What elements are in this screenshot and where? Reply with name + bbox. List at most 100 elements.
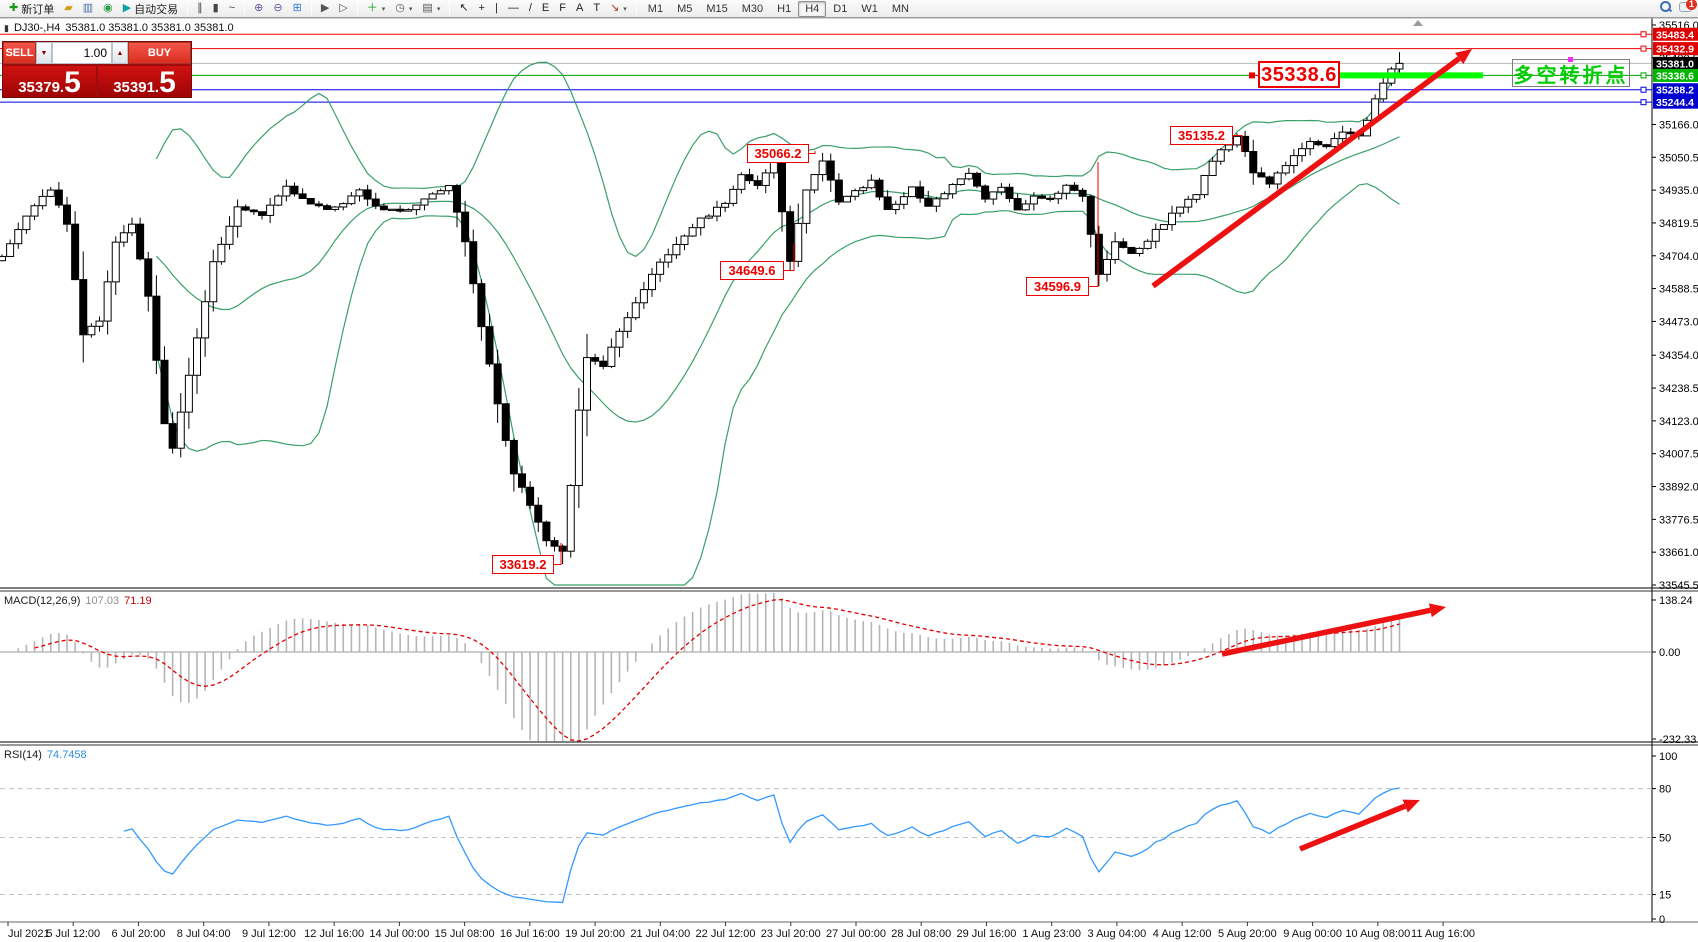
callout-connector xyxy=(809,151,816,154)
time-axis-label: 14 Jul 00:00 xyxy=(369,928,429,940)
bollinger-band-line xyxy=(155,183,1400,586)
timeframe-m1[interactable]: M1 xyxy=(641,1,670,17)
candles-chart-button[interactable]: ▮ xyxy=(208,1,224,17)
timeframe-m5[interactable]: M5 xyxy=(670,1,699,17)
search-icon[interactable] xyxy=(1660,1,1671,12)
bollinger-band-line xyxy=(155,61,1401,258)
volume-input[interactable] xyxy=(52,42,112,64)
tile-windows-button[interactable]: ⊞ xyxy=(288,1,307,17)
time-axis-label: 3 Aug 04:00 xyxy=(1088,928,1147,940)
vertical-line-icon: | xyxy=(494,2,498,14)
trend-arrow-line[interactable] xyxy=(1298,803,1407,852)
toolbar-separator xyxy=(356,2,358,15)
chevron-down-icon: ▾ xyxy=(408,5,413,13)
arrow-tools-button[interactable]: ↘ ▾ xyxy=(605,1,632,17)
time-axis-label: 19 Jul 20:00 xyxy=(565,928,625,940)
sell-price-tile[interactable]: 35379. 5 xyxy=(3,66,96,99)
price-callout[interactable]: 34596.9 xyxy=(1026,277,1089,296)
time-axis-label: 5 Aug 20:00 xyxy=(1218,928,1277,940)
new-order-button[interactable]: ✚ 新订单 xyxy=(4,1,59,17)
callout-connector xyxy=(1233,135,1243,152)
zoom-out-icon: ⊖ xyxy=(273,2,283,14)
trend-arrow-line[interactable] xyxy=(1151,56,1461,289)
price-axis-label: 34473.0 xyxy=(1659,316,1698,328)
time-axis-label: 15 Jul 08:00 xyxy=(435,928,495,940)
timeframe-m15[interactable]: M15 xyxy=(699,1,734,17)
fibonacci-button[interactable]: F xyxy=(554,1,571,17)
price-badge xyxy=(1653,95,1698,109)
bars-chart-button[interactable]: ∥ xyxy=(192,1,208,17)
new-order-icon: ✚ xyxy=(9,2,19,14)
macd-signal-line xyxy=(34,598,1400,742)
fibonacci-expansion-icon: E xyxy=(541,2,550,14)
zoom-out-button[interactable]: ⊖ xyxy=(268,1,287,17)
price-callout[interactable]: 35135.2 xyxy=(1170,126,1233,145)
chart-shift-button[interactable]: ▷ xyxy=(334,1,352,17)
gold-button[interactable]: ▰ xyxy=(59,1,77,17)
text-label-button[interactable]: T xyxy=(588,1,605,17)
line-chart-button[interactable]: ~ xyxy=(224,1,240,17)
price-badge xyxy=(1653,56,1698,70)
turning-point-text-object[interactable]: 多空转折点 xyxy=(1512,57,1630,87)
rsi-label: RSI(14) 74.7458 xyxy=(4,749,87,761)
price-callout[interactable]: 34649.6 xyxy=(720,261,784,280)
fibonacci-expansion-button[interactable]: E xyxy=(537,1,554,17)
price-badge xyxy=(1653,27,1698,41)
candlestick-series xyxy=(0,52,1404,565)
sell-price-big-digit: 5 xyxy=(64,66,81,99)
callout-connector xyxy=(784,243,795,271)
price-callout-main[interactable]: 35338.6 xyxy=(1258,61,1340,88)
rsi-axis-label: 50 xyxy=(1659,833,1671,845)
horizontal-line-button[interactable]: — xyxy=(503,1,524,17)
toolbar-right-icons: 1 xyxy=(1660,0,1697,12)
price-badge-text: 35381.0 xyxy=(1656,58,1694,70)
selection-handle[interactable] xyxy=(1568,57,1573,62)
timeframe-m30[interactable]: M30 xyxy=(735,1,770,17)
price-badge-text: 35483.4 xyxy=(1656,29,1694,41)
timeframe-h1[interactable]: H1 xyxy=(770,1,798,17)
trendline-button[interactable]: / xyxy=(524,1,537,17)
timeframe-h4[interactable]: H4 xyxy=(798,0,827,17)
price-callout[interactable]: 33619.2 xyxy=(492,555,554,574)
templates-button[interactable]: ▤ ▾ xyxy=(417,1,445,17)
toolbar-button-label: 自动交易 xyxy=(134,3,179,16)
price-callout[interactable]: 35066.2 xyxy=(747,144,809,163)
zoom-in-button[interactable]: ⊕ xyxy=(249,1,268,17)
buy-price-tile[interactable]: 35391. 5 xyxy=(98,66,191,98)
level-line-handle xyxy=(1640,86,1647,93)
crosshair-button[interactable]: + xyxy=(474,1,490,17)
buy-button[interactable]: BUY xyxy=(128,42,191,64)
text-button[interactable]: A xyxy=(571,1,588,17)
volume-increase-button[interactable]: ▲ xyxy=(112,42,128,64)
one-click-trading-panel: SELL ▼ ▲ BUY 35379.5 35391.5 xyxy=(2,41,192,98)
symbol-name: DJ30-,H4 xyxy=(13,22,61,34)
auto-trading-button[interactable]: ▶ 自动交易 xyxy=(118,1,183,17)
timeframe-w1[interactable]: W1 xyxy=(854,1,885,17)
chat-icon[interactable]: 1 xyxy=(1679,0,1697,12)
volume-decrease-button[interactable]: ▼ xyxy=(36,42,52,64)
sell-button[interactable]: SELL xyxy=(3,42,36,64)
trend-arrow-head xyxy=(1454,49,1472,65)
price-badge xyxy=(1653,83,1698,97)
macd-label: MACD(12,26,9) 107.03 71.19 xyxy=(4,595,152,607)
periods-button[interactable]: ◷ ▾ xyxy=(390,1,417,17)
price-badge-text: 35244.4 xyxy=(1656,97,1694,109)
chart-window-button[interactable]: ▥ xyxy=(78,1,98,17)
time-axis-label: Jul 2021 xyxy=(8,928,50,940)
bars-chart-icon: ∥ xyxy=(197,2,203,14)
cursor-button[interactable]: ↖ xyxy=(454,1,473,17)
timeframe-d1[interactable]: D1 xyxy=(826,1,854,17)
rsi-axis-label: 0 xyxy=(1659,914,1665,926)
timeframe-mn[interactable]: MN xyxy=(885,1,916,17)
level-line-handle xyxy=(1640,99,1647,106)
auto-scroll-button[interactable]: ▶ xyxy=(316,1,334,17)
time-axis-label: 8 Jul 04:00 xyxy=(177,928,231,940)
trend-arrow-line[interactable] xyxy=(1221,607,1431,657)
indicators-button[interactable]: ＋ ▾ xyxy=(362,1,391,17)
signal-button[interactable]: ◉ xyxy=(98,1,118,17)
crosshair-icon: + xyxy=(478,2,485,14)
price-axis-label: 34238.5 xyxy=(1659,383,1698,395)
triangle-up-icon: ▲ xyxy=(116,49,124,57)
vertical-line-button[interactable]: | xyxy=(490,1,503,17)
